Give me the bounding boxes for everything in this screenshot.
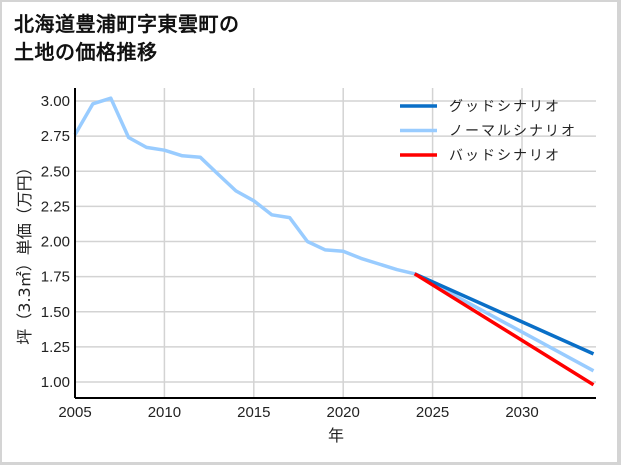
series-line-1 (73, 96, 595, 373)
x-tick-label: 2015 (237, 404, 270, 421)
legend-label: グッドシナリオ (449, 99, 561, 115)
data-series (73, 96, 595, 387)
legend-label: バッドシナリオ (449, 148, 561, 164)
x-tick-label: 2020 (327, 404, 360, 421)
grid-lines (74, 88, 596, 398)
y-tick-label: 1.50 (41, 304, 70, 321)
y-tick-label: 1.25 (41, 339, 70, 356)
y-tick-label: 1.00 (41, 374, 70, 391)
axes (74, 88, 596, 399)
y-axis-label: 坪（3.3㎡）単価（万円） (15, 159, 34, 344)
x-tick-label: 2025 (416, 404, 449, 421)
y-tick-label: 2.00 (41, 234, 70, 251)
x-tick-label: 2005 (58, 404, 91, 421)
chart-title: 北海道豊浦町字東雲町の 土地の価格推移 (14, 10, 240, 66)
chart-title-line-2: 土地の価格推移 (14, 40, 158, 64)
chart-title-line-1: 北海道豊浦町字東雲町の (14, 12, 240, 36)
tick-labels: 1.00 1.25 1.50 1.75 2.00 2.25 2.50 2.75 3.00 2005… (41, 93, 539, 421)
x-tick-label: 2030 (505, 404, 538, 421)
y-tick-label: 3.00 (41, 93, 70, 110)
x-axis-label: 年 (328, 426, 344, 445)
series-line-2 (413, 272, 595, 387)
y-tick-label: 2.25 (41, 198, 70, 215)
y-tick-label: 1.75 (41, 269, 70, 286)
y-tick-label: 2.75 (41, 128, 70, 145)
y-tick-label: 2.50 (41, 163, 70, 180)
legend-label: ノーマルシナリオ (449, 124, 577, 140)
series-line-0 (413, 272, 595, 356)
x-tick-label: 2010 (148, 404, 181, 421)
